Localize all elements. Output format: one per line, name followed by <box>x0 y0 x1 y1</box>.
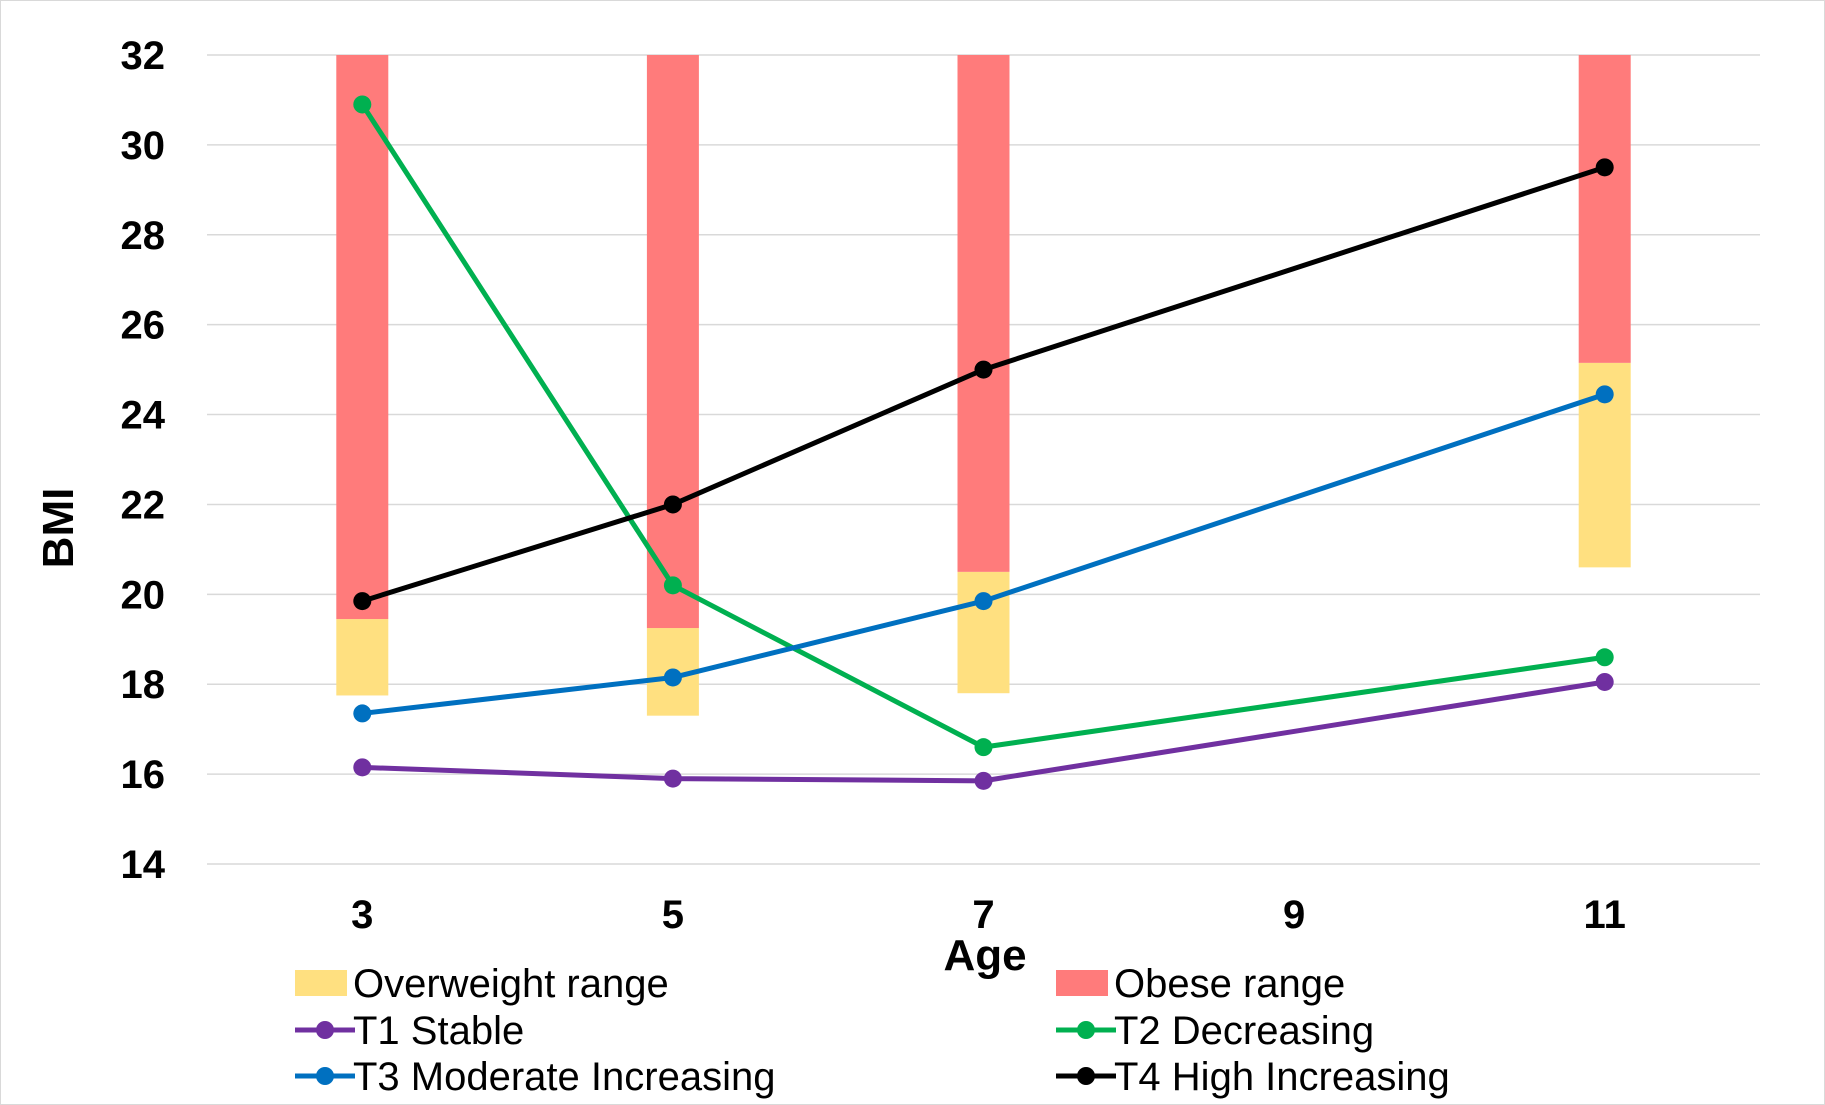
overweight-range-bar-age-3 <box>336 619 389 696</box>
series-t1-point-age-11 <box>1595 672 1614 691</box>
series-t1-point-age-3 <box>353 758 372 777</box>
legend: Overweight range Obese range T1 Stable T2 D… <box>295 962 1450 1099</box>
obese-range-bar-age-5 <box>646 55 699 629</box>
series-t4-point-age-7 <box>974 360 993 379</box>
y-tick-label-32: 32 <box>121 34 166 78</box>
range-bars <box>336 55 1631 716</box>
y-tick-label-18: 18 <box>121 663 166 707</box>
x-tick-label-9: 9 <box>1283 893 1305 937</box>
y-tick-label-28: 28 <box>121 214 166 258</box>
y-tick-label-14: 14 <box>121 843 166 887</box>
y-axis-title: BMI <box>34 488 83 569</box>
series-t2-point-age-5 <box>663 576 682 595</box>
series-t1-point-age-5 <box>663 769 682 788</box>
legend-t1-swatch-marker <box>316 1021 334 1039</box>
y-tick-label-26: 26 <box>121 304 166 348</box>
x-tick-label-11: 11 <box>1584 893 1626 937</box>
series-t3-point-age-3 <box>353 704 372 723</box>
series-t2-point-age-3 <box>353 95 372 114</box>
obese-range-bar-age-3 <box>336 55 389 620</box>
y-tick-label-22: 22 <box>121 483 166 527</box>
series-t2-point-age-7 <box>974 738 993 757</box>
legend-t3-label: T3 Moderate Increasing <box>353 1055 775 1099</box>
legend-overweight-swatch <box>295 970 347 996</box>
y-tick-label-16: 16 <box>121 753 166 797</box>
tick-labels: 14 16 18 20 22 24 26 28 30 32 3 5 7 9 11 <box>121 34 1626 937</box>
series-t4-point-age-5 <box>663 495 682 514</box>
series-t3-point-age-11 <box>1595 385 1614 404</box>
series-line-t3 <box>359 391 1608 716</box>
series-t4-point-age-11 <box>1595 158 1614 177</box>
overweight-range-bar-age-7 <box>957 571 1010 694</box>
legend-obese-label: Obese range <box>1114 962 1345 1006</box>
y-tick-label-24: 24 <box>121 394 166 438</box>
series-t3-point-age-5 <box>663 668 682 687</box>
series-t1-point-age-7 <box>974 771 993 790</box>
x-tick-label-7: 7 <box>972 893 994 937</box>
series-t2-point-age-11 <box>1595 648 1614 667</box>
x-axis-title: Age <box>943 931 1026 980</box>
legend-overweight-label: Overweight range <box>353 962 669 1006</box>
legend-t4-label: T4 High Increasing <box>1114 1055 1450 1099</box>
x-tick-label-3: 3 <box>351 893 373 937</box>
legend-t3-swatch-marker <box>316 1067 334 1085</box>
series-t4-point-age-3 <box>353 592 372 611</box>
series-line-t4 <box>359 164 1608 604</box>
y-tick-label-20: 20 <box>121 573 166 617</box>
legend-t1-label: T1 Stable <box>353 1009 524 1053</box>
obese-range-bar-age-11 <box>1578 55 1631 363</box>
series-line-t2 <box>359 101 1608 750</box>
x-tick-label-5: 5 <box>662 893 684 937</box>
series-lines <box>353 95 1614 790</box>
legend-t4-swatch-marker <box>1077 1067 1095 1085</box>
series-t3-point-age-7 <box>974 592 993 611</box>
series-line-t1 <box>359 679 1608 784</box>
legend-t2-swatch-marker <box>1077 1021 1095 1039</box>
obese-range-bar-age-7 <box>957 55 1010 572</box>
y-tick-label-30: 30 <box>121 124 166 168</box>
legend-obese-swatch <box>1056 970 1108 996</box>
legend-t2-label: T2 Decreasing <box>1114 1009 1374 1053</box>
